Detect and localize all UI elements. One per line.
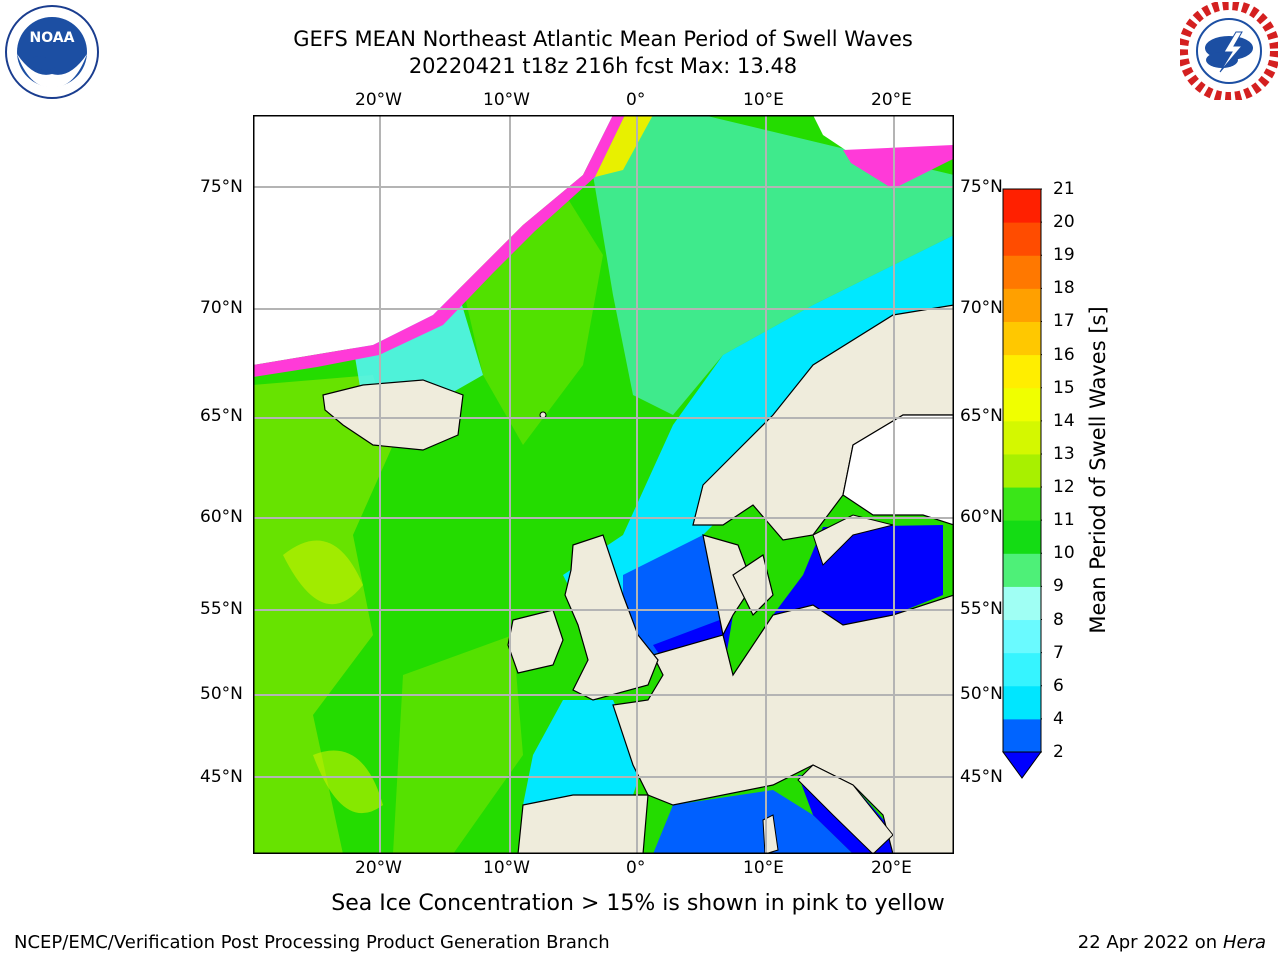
colorbar-label: 10	[1053, 543, 1075, 564]
lat-tick-left: 60°N	[200, 507, 243, 527]
noaa-logo: NOAA	[5, 5, 99, 99]
lon-tick-top: 10°W	[483, 90, 530, 110]
colorbar-label: 21	[1053, 179, 1075, 199]
colorbar-bin	[1003, 255, 1041, 289]
colorbar-outline	[1002, 188, 1042, 753]
chart-title: GEFS MEAN Northeast Atlantic Mean Period…	[293, 27, 913, 51]
lat-tick-right: 60°N	[960, 507, 1003, 527]
lon-tick-top: 20°W	[355, 90, 402, 110]
colorbar-label: 18	[1053, 278, 1075, 299]
colorbar-label: 7	[1053, 642, 1064, 663]
lat-tick-left: 50°N	[200, 684, 243, 704]
lat-tick-left: 45°N	[200, 767, 243, 787]
lat-tick-left: 70°N	[200, 298, 243, 318]
greenland-ice	[253, 115, 613, 365]
lat-tick-right: 65°N	[960, 406, 1003, 426]
baltic-blue	[773, 525, 943, 625]
colorbar-label: 9	[1053, 576, 1064, 597]
lon-tick-top: 10°E	[743, 90, 784, 110]
map-gridlines	[253, 115, 954, 854]
land-iberia	[517, 794, 649, 854]
lon-tick-top: 20°E	[871, 90, 912, 110]
footer-date: 22 Apr 2022 on Hera	[1078, 932, 1266, 953]
lat-tick-right: 50°N	[960, 684, 1003, 704]
cyan-swell-zone	[563, 235, 954, 615]
lon-tick-bottom: 10°E	[743, 858, 784, 878]
lat-tick-left: 75°N	[200, 177, 243, 197]
colorbar-label: 16	[1053, 344, 1075, 365]
colorbar-label: 8	[1053, 609, 1064, 630]
colorbar	[1002, 188, 1042, 779]
lat-tick-right: 45°N	[960, 767, 1003, 787]
colorbar-bin	[1003, 288, 1041, 322]
sea-ice-note: Sea Ice Concentration > 15% is shown in …	[331, 891, 945, 916]
colorbar-label: 15	[1053, 377, 1075, 398]
colorbar-bin	[1003, 420, 1041, 455]
colorbar-label: 12	[1053, 477, 1075, 498]
colorbar-label: 14	[1053, 410, 1075, 431]
nws-logo	[1180, 2, 1278, 100]
lat-tick-right: 75°N	[960, 177, 1003, 197]
colorbar-title: Mean Period of Swell Waves [s]	[1086, 306, 1110, 634]
north-sea-blue	[623, 535, 733, 655]
colorbar-label: 2	[1053, 742, 1064, 762]
chart-subtitle: 20220421 t18z 216h fcst Max: 13.48	[408, 54, 798, 78]
colorbar-extend-arrow	[1002, 751, 1042, 779]
colorbar-label: 4	[1053, 708, 1064, 729]
colorbar-label: 11	[1053, 510, 1075, 531]
colorbar-bin	[1003, 553, 1041, 587]
lon-tick-top: 0°	[626, 90, 646, 110]
colorbar-bin	[1003, 321, 1041, 356]
colorbar-bin	[1003, 619, 1041, 654]
footer-date-prefix: 22 Apr 2022 on	[1077, 932, 1223, 953]
colorbar-label: 17	[1053, 311, 1075, 332]
colorbar-bin	[1003, 652, 1041, 687]
footer-host: Hera	[1222, 932, 1266, 953]
colorbar-bin	[1003, 487, 1041, 521]
map-plot	[253, 115, 954, 854]
lat-tick-right: 70°N	[960, 298, 1003, 318]
colorbar-bin	[1003, 387, 1041, 422]
colorbar-label: 6	[1053, 675, 1064, 696]
colorbar-label: 13	[1053, 443, 1075, 464]
colorbar-bin	[1003, 189, 1041, 223]
colorbar-bin	[1003, 685, 1041, 720]
colorbar-bin	[1003, 520, 1041, 554]
colorbar-label: 19	[1053, 245, 1075, 266]
footer-credit: NCEP/EMC/Verification Post Processing Pr…	[14, 932, 610, 953]
sea-ice-edge	[253, 115, 625, 377]
colorbar-bin	[1003, 222, 1041, 256]
lon-tick-bottom: 20°E	[871, 858, 912, 878]
colorbar-bin	[1003, 354, 1041, 389]
colorbar-label: 20	[1053, 212, 1075, 233]
colorbar-bin	[1003, 453, 1041, 488]
lon-tick-bottom: 20°W	[355, 858, 402, 878]
land-great-britain	[564, 534, 659, 701]
lat-tick-right: 55°N	[960, 599, 1003, 619]
colorbar-bin	[1003, 718, 1041, 753]
noaa-logo-text: NOAA	[30, 30, 75, 46]
lon-tick-bottom: 10°W	[483, 858, 530, 878]
lat-tick-left: 55°N	[200, 599, 243, 619]
colorbar-bin	[1003, 586, 1041, 621]
lon-tick-bottom: 0°	[626, 858, 646, 878]
lat-tick-left: 65°N	[200, 406, 243, 426]
